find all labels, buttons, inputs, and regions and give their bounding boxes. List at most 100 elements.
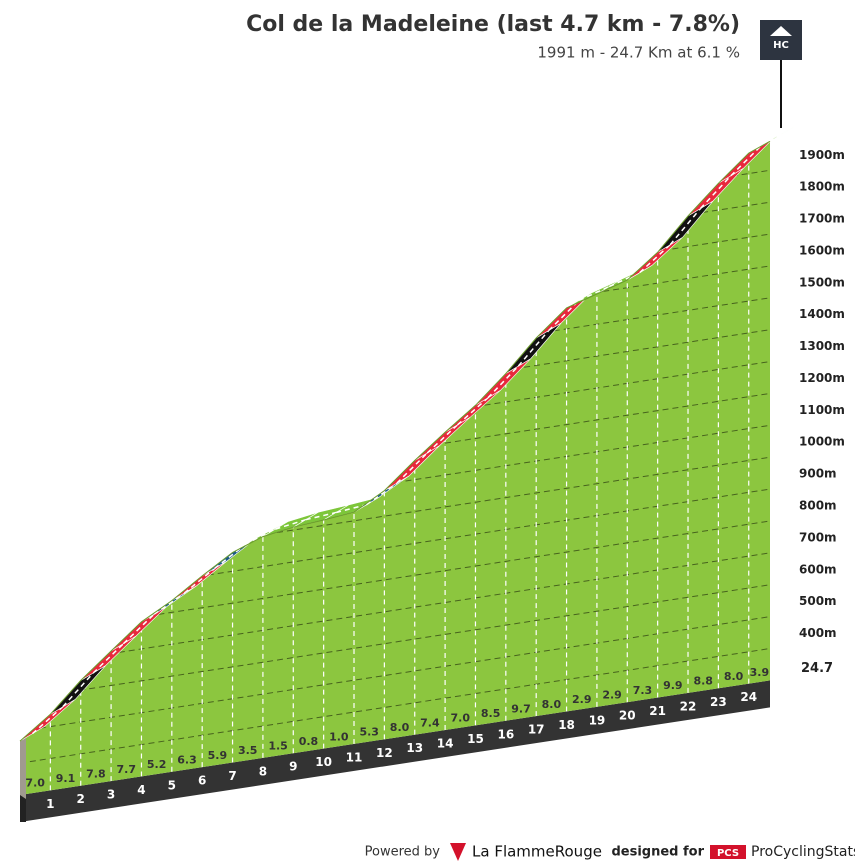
y-tick-label: 1100m [799, 403, 845, 417]
x-tick-label: 10 [315, 755, 332, 769]
y-tick-label: 600m [799, 562, 837, 576]
segment-centerline [183, 567, 216, 594]
x-tick-label: 4 [137, 783, 145, 797]
x-tick-label: 18 [558, 718, 575, 732]
grid-line [20, 584, 770, 700]
profile-line [19, 140, 771, 742]
segment-centerline [153, 592, 185, 615]
segment-centerline [639, 244, 671, 274]
x-tick-label: 15 [467, 732, 484, 746]
x-tick-label: 22 [680, 699, 697, 713]
segment-centerline [487, 365, 519, 399]
x-tick-label: 8 [259, 764, 267, 778]
y-tick-label: 1300m [799, 339, 845, 353]
gradient-label: 3.5 [238, 744, 258, 757]
grid-line [20, 424, 770, 541]
grid-line [20, 488, 770, 605]
segment-centerline [123, 613, 155, 645]
footer-site: ProCyclingStats [751, 844, 855, 860]
y-tick-label: 800m [799, 498, 837, 512]
segment-centerline [92, 642, 125, 674]
profile-face [20, 141, 770, 796]
x-tick-label: 16 [497, 727, 514, 741]
segment-centerline [699, 175, 732, 209]
y-tick-label: 1000m [799, 435, 845, 449]
y-tick-label: 500m [799, 594, 837, 608]
gradient-label: 3.9 [750, 666, 770, 679]
x-tick-label: 7 [228, 769, 236, 783]
x-tick-label: 1 [46, 797, 54, 811]
gradient-label: 2.9 [572, 693, 592, 706]
x-tick-label: 9 [289, 760, 297, 774]
pcs-logo [710, 845, 746, 859]
grid-line [20, 392, 770, 509]
y-tick-label: 1600m [799, 243, 845, 257]
x-tick-label: 20 [619, 709, 636, 723]
y-tick-label: 700m [799, 530, 837, 544]
grid-line [20, 616, 770, 732]
face-grid [20, 153, 770, 791]
segment-centerline [669, 207, 702, 246]
grid-line [20, 520, 770, 637]
x-tick-label: 6 [198, 774, 206, 788]
x-tick-label: 21 [649, 704, 666, 718]
y-tick-label: 900m [799, 467, 837, 481]
grid-line [20, 456, 770, 573]
segment-centerline [730, 145, 762, 177]
gradient-label: 5.9 [208, 749, 228, 762]
segment-centerline [366, 482, 398, 506]
segment-centerline [32, 706, 64, 735]
gradient-label: 9.1 [56, 772, 76, 785]
gradient-label: 8.0 [724, 670, 744, 683]
x-tick-label: 19 [589, 713, 606, 727]
gradient-label: 8.0 [542, 698, 562, 711]
gradient-label: 7.7 [117, 763, 137, 776]
segment-centerline [244, 528, 276, 546]
chart-subtitle: 1991 m - 24.7 Km at 6.1 % [537, 44, 740, 62]
gradient-label: 7.8 [86, 767, 106, 780]
x-tick-label: 13 [406, 741, 423, 755]
gradient-label: 0.8 [299, 735, 319, 748]
segment-centerline [548, 299, 580, 332]
x-tick-label: 5 [168, 778, 176, 792]
grid-line [20, 648, 770, 764]
badge-label: HC [773, 40, 789, 51]
badge-mountain [770, 26, 792, 36]
gradient-label: 7.4 [420, 716, 440, 729]
x-tick-label: 11 [346, 750, 363, 764]
x-tick-label: 14 [437, 737, 454, 751]
gradient-label: 7.0 [451, 712, 471, 725]
km-band [20, 680, 770, 822]
x-tick-label: 12 [376, 746, 393, 760]
gradient-label: 1.0 [329, 730, 349, 743]
y-tick-label: 1700m [799, 212, 845, 226]
footer-brand: La FlammeRouge [472, 843, 602, 861]
gradient-label: 5.2 [147, 758, 167, 771]
gradient-label: 8.5 [481, 707, 501, 720]
gradient-label: 9.9 [663, 679, 683, 692]
gradient-label: 8.8 [693, 675, 713, 688]
grid-line [20, 265, 770, 382]
x-tick-label: 17 [528, 723, 545, 737]
segment-centerline [426, 424, 459, 454]
gradient-label: 8.0 [390, 721, 410, 734]
grid-line [20, 329, 770, 445]
x-tick-label: 24 [740, 690, 757, 704]
brand-logo [450, 843, 466, 861]
x-tick-label: 23 [710, 695, 727, 709]
chart-title: Col de la Madeleine (last 4.7 km - 7.8%) [246, 12, 740, 37]
footer-pcs: PCS [717, 848, 739, 859]
gradient-label: 7.0 [25, 777, 45, 790]
grid-line [20, 361, 770, 477]
x-tick-label: 3 [107, 788, 115, 802]
gradient-label: 6.3 [177, 753, 197, 766]
segment-centerline [578, 285, 610, 302]
gradient-label: 9.7 [511, 702, 531, 715]
grid-line [20, 552, 770, 668]
grid-line [20, 297, 770, 413]
x-end-label: 24.7 [801, 661, 833, 676]
y-tick-label: 1200m [799, 371, 845, 385]
y-tick-label: 1800m [799, 180, 845, 194]
y-tick-label: 1900m [799, 148, 845, 162]
